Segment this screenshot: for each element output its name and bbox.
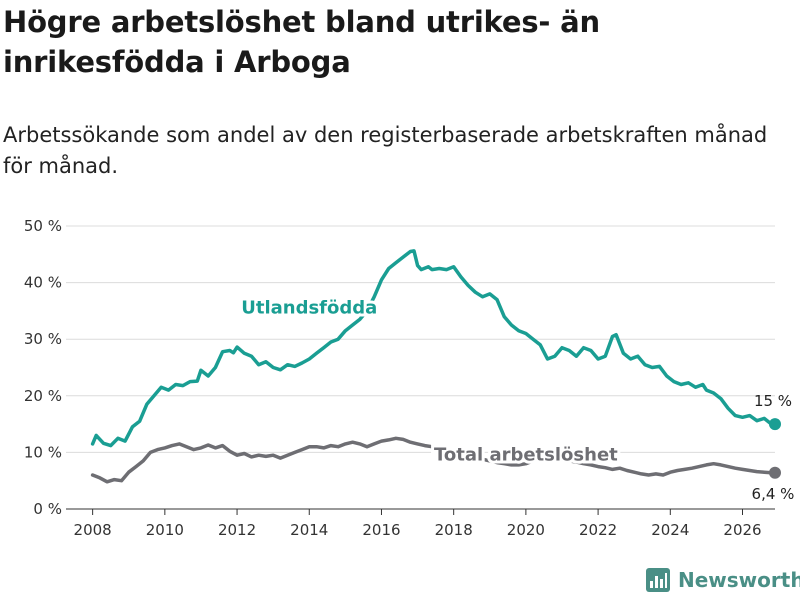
y-tick-label: 40 % — [24, 274, 62, 292]
series-end-point — [769, 418, 781, 431]
x-tick-label: 2026 — [723, 521, 761, 539]
series-lines — [90, 249, 777, 484]
bar-chart-logo-icon — [646, 568, 670, 592]
series-line — [90, 249, 777, 448]
y-tick-label: 30 % — [24, 330, 62, 348]
chart-title: Högre arbetslöshet bland utrikes- än inr… — [3, 5, 600, 79]
y-tick-label: 0 % — [33, 500, 62, 518]
x-tick-label: 2020 — [507, 521, 545, 539]
x-tick-label: 2008 — [74, 521, 112, 539]
series-label: Utlandsfödda — [241, 298, 377, 319]
series-label: Total arbetslöshet — [434, 444, 618, 465]
x-tick-label: 2024 — [651, 521, 689, 539]
series-end-label: 6,4 % — [752, 485, 795, 503]
y-tick-label: 50 % — [24, 217, 62, 235]
y-tick-label: 10 % — [24, 443, 62, 461]
series-labels: Utlandsfödda 15 % Total arbetslöshet 6,4 % — [238, 295, 795, 503]
x-tick-label: 2012 — [218, 521, 256, 539]
x-tick-label: 2018 — [435, 521, 473, 539]
y-axis-ticks: 0 % 10 % 20 % 30 % 40 % 50 % — [24, 217, 62, 518]
x-tick-label: 2010 — [146, 521, 184, 539]
series-end-label: 15 % — [754, 392, 792, 410]
series-line — [90, 436, 777, 484]
brand-name: Newsworthy — [678, 568, 800, 592]
y-tick-label: 20 % — [24, 387, 62, 405]
x-tick-label: 2016 — [362, 521, 400, 539]
x-tick-label: 2014 — [290, 521, 328, 539]
x-tick-label: 2022 — [579, 521, 617, 539]
chart-subtitle: Arbetssökande som andel av den registerb… — [3, 123, 768, 178]
series-end-point — [769, 466, 781, 479]
x-axis: 2008 2010 2012 2014 2016 2018 2020 2022 2024 2026 — [66, 508, 775, 539]
line-chart: 0 % 10 % 20 % 30 % 40 % 50 % 2008 2010 2012 2014… — [24, 217, 795, 539]
brand-logo: Newsworthy — [646, 568, 800, 592]
